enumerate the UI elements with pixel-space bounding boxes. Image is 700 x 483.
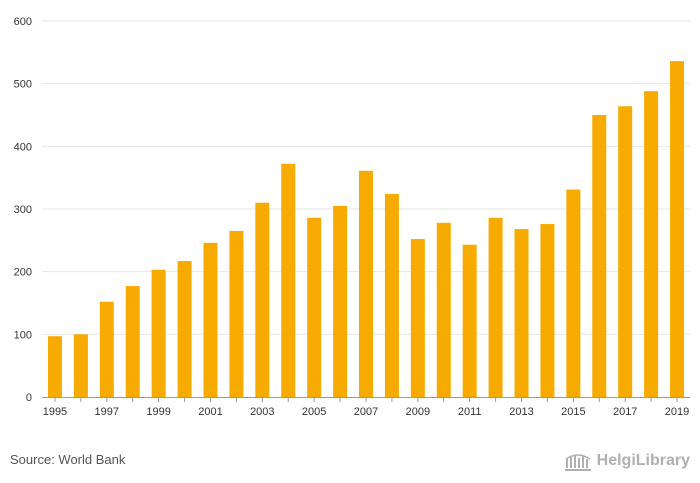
- bar-1998: [125, 286, 140, 397]
- bar-2017: [618, 106, 633, 397]
- bar-2008: [384, 193, 399, 397]
- y-tick-label: 400: [14, 141, 32, 153]
- x-tick-label: 2017: [613, 406, 637, 418]
- x-tick-label: 2019: [665, 406, 689, 418]
- bar-2011: [462, 244, 477, 397]
- x-tick-label: 2003: [250, 406, 274, 418]
- footer: Source: World Bank HelgiLibrary: [0, 440, 700, 483]
- x-tick-label: 2007: [354, 406, 378, 418]
- bar-2007: [359, 170, 373, 397]
- y-tick-label: 600: [14, 16, 32, 28]
- y-tick-label: 300: [14, 204, 32, 216]
- chart-area: 0 100 200 300 400 500 600 1995 1997 1999 2001 2003…: [14, 16, 690, 418]
- bar-2002: [229, 230, 244, 397]
- x-tick-label: 2009: [406, 406, 430, 418]
- y-axis: 0 100 200 300 400 500 600: [14, 16, 32, 404]
- brand-logo: HelgiLibrary: [563, 448, 690, 474]
- bars: [47, 61, 685, 398]
- y-tick-label: 200: [14, 267, 32, 279]
- y-tick-label: 100: [14, 329, 32, 341]
- bar-2003: [255, 202, 270, 397]
- brand-name: HelgiLibrary: [596, 452, 690, 469]
- bar-2006: [333, 205, 348, 397]
- bar-2009: [410, 239, 425, 397]
- bar-2016: [592, 115, 607, 397]
- bar-2014: [540, 224, 555, 397]
- bar-2010: [436, 222, 451, 397]
- x-tick-label: 2001: [198, 406, 222, 418]
- x-tick-label: 1995: [43, 406, 67, 418]
- bar-chart: 0 100 200 300 400 500 600 1995 1997 1999 2001 2003…: [14, 16, 690, 418]
- y-tick-label: 0: [26, 392, 32, 404]
- source-note: Source: World Bank: [10, 452, 126, 467]
- x-tick-label: 2005: [302, 406, 326, 418]
- bar-2001: [203, 242, 218, 397]
- bar-2005: [307, 217, 322, 397]
- x-tick-label: 2015: [561, 406, 585, 418]
- bar-1999: [151, 269, 166, 397]
- bar-2018: [644, 91, 659, 397]
- bar-1997: [99, 301, 114, 397]
- bar-2015: [566, 189, 581, 397]
- library-logo-icon: [564, 454, 591, 471]
- bar-2004: [281, 163, 296, 397]
- x-tick-label: 1997: [95, 406, 119, 418]
- bar-2012: [488, 217, 503, 397]
- x-tick-label: 2011: [458, 406, 482, 418]
- x-axis: 1995 1997 1999 2001 2003 2005 2007 2009 2011 2013…: [42, 397, 690, 418]
- bar-2019: [670, 61, 685, 398]
- y-tick-label: 500: [14, 79, 32, 91]
- bar-2013: [514, 229, 529, 397]
- bar-2000: [177, 261, 192, 397]
- bar-1996: [73, 334, 88, 397]
- bar-1995: [47, 336, 62, 397]
- x-tick-label: 1999: [146, 406, 170, 418]
- x-tick-label: 2013: [509, 406, 533, 418]
